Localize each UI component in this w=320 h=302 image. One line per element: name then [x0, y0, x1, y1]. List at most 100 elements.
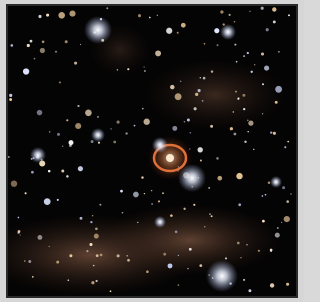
- star: [110, 290, 112, 292]
- star: [217, 176, 222, 181]
- star: [286, 200, 289, 203]
- star: [66, 175, 69, 178]
- star: [211, 215, 213, 217]
- star: [277, 227, 279, 229]
- star: [261, 52, 264, 55]
- star: [142, 108, 144, 110]
- star: [273, 20, 276, 23]
- star: [61, 170, 64, 173]
- star: [272, 7, 276, 11]
- star: [141, 176, 143, 178]
- star: [236, 173, 242, 179]
- star: [248, 121, 253, 126]
- star: [42, 40, 45, 43]
- star: [189, 248, 192, 251]
- star: [37, 235, 42, 240]
- star: [37, 110, 43, 116]
- star: [92, 215, 93, 216]
- star: [262, 220, 265, 223]
- star: [25, 192, 27, 194]
- star: [94, 234, 99, 239]
- star: [270, 131, 272, 133]
- star: [178, 284, 180, 286]
- star: [155, 50, 161, 56]
- star: [175, 231, 178, 234]
- star: [149, 17, 151, 19]
- star: [220, 10, 223, 13]
- star: [243, 108, 245, 110]
- star: [281, 222, 282, 223]
- star: [46, 14, 49, 17]
- star: [184, 121, 185, 122]
- star: [57, 133, 60, 136]
- star: [230, 127, 233, 130]
- star: [48, 246, 49, 247]
- star: [100, 254, 103, 257]
- star: [194, 107, 197, 110]
- star: [9, 94, 12, 97]
- star: [138, 14, 141, 17]
- star: [27, 44, 30, 47]
- bright-star: [220, 24, 236, 40]
- star: [133, 192, 139, 198]
- star: [210, 125, 213, 128]
- star: [90, 221, 92, 223]
- star: [78, 166, 83, 171]
- star: [168, 263, 173, 268]
- star: [177, 32, 179, 34]
- star: [249, 11, 250, 12]
- star: [97, 116, 99, 118]
- star: [40, 48, 45, 53]
- star: [77, 105, 79, 107]
- bright-star: [30, 147, 46, 163]
- star: [262, 83, 264, 85]
- image: [0, 6, 296, 296]
- star: [247, 120, 249, 122]
- star: [18, 217, 20, 219]
- star: [270, 250, 272, 252]
- star: [80, 217, 83, 220]
- star: [234, 21, 236, 23]
- star: [265, 194, 267, 196]
- star: [203, 77, 206, 80]
- star: [23, 68, 29, 74]
- star: [243, 55, 245, 57]
- star: [110, 128, 111, 129]
- star: [163, 253, 166, 256]
- star: [202, 100, 204, 102]
- star: [151, 203, 153, 205]
- star: [180, 81, 181, 82]
- star: [59, 81, 61, 83]
- star: [238, 203, 241, 206]
- star: [290, 193, 291, 194]
- star: [278, 51, 280, 53]
- star: [91, 281, 94, 284]
- star: [198, 147, 203, 152]
- star: [66, 119, 68, 121]
- star: [178, 255, 179, 256]
- star: [91, 140, 94, 143]
- star: [287, 141, 289, 143]
- star: [200, 77, 201, 78]
- star: [113, 141, 116, 144]
- star: [214, 28, 219, 33]
- star: [95, 280, 97, 282]
- star: [144, 70, 146, 72]
- star: [57, 199, 59, 201]
- star: [248, 289, 251, 292]
- star: [8, 156, 10, 158]
- bright-star: [270, 176, 282, 188]
- star: [234, 44, 236, 46]
- star: [170, 85, 174, 89]
- star: [225, 257, 227, 259]
- star: [275, 233, 280, 238]
- star: [125, 132, 127, 134]
- star: [246, 244, 248, 246]
- star: [117, 121, 120, 124]
- star: [69, 144, 72, 147]
- star: [127, 259, 130, 262]
- star: [238, 97, 239, 98]
- star: [258, 250, 260, 252]
- star: [34, 58, 36, 60]
- star: [48, 170, 51, 173]
